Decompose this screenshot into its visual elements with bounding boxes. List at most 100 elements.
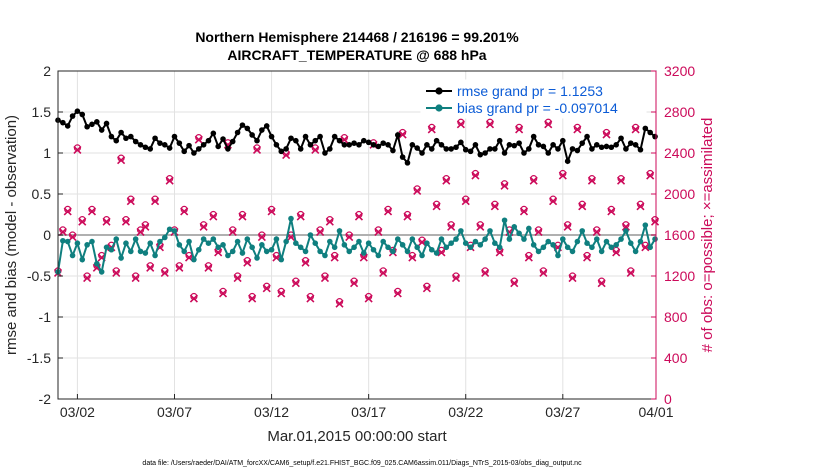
series-point-rmse: [346, 142, 353, 148]
series-point-bias: [482, 236, 488, 242]
y-tick-label-left: 0.5: [32, 186, 52, 202]
legend-marker-bias: [435, 104, 443, 112]
series-point-rmse: [118, 129, 124, 136]
obs-assimilated-marker: [447, 222, 456, 231]
obs-assimilated-marker: [563, 222, 572, 231]
series-point-rmse: [128, 133, 134, 140]
series-point-bias: [579, 228, 586, 234]
series-point-bias: [360, 250, 367, 256]
obs-assimilated-marker: [587, 176, 596, 185]
y-axis-label-left: rmse and bias (model - observation): [3, 115, 20, 355]
series-point-rmse: [98, 127, 105, 133]
obs-assimilated-marker: [257, 232, 266, 242]
obs-assimilated-marker: [63, 207, 72, 216]
x-axis-label: Mar.01,2015 00:00:00 start: [267, 428, 447, 445]
series-point-rmse: [229, 138, 236, 145]
series-point-rmse: [103, 120, 110, 127]
series-point-bias: [608, 244, 615, 251]
series-point-rmse: [618, 135, 624, 142]
series-point-bias: [132, 236, 139, 242]
obs-assimilated-marker: [485, 120, 495, 129]
chart-title-line2: AIRCRAFT_TEMPERATURE @ 688 hPa: [227, 47, 486, 63]
series-point-rmse: [273, 142, 280, 148]
series-point-rmse: [161, 142, 168, 148]
x-tick-label: 03/27: [545, 404, 580, 420]
obs-assimilated-marker: [393, 289, 402, 298]
series-point-rmse: [482, 150, 488, 156]
series-point-rmse: [351, 140, 357, 146]
obs-assimilated-marker: [58, 227, 67, 236]
series-point-bias: [647, 244, 653, 251]
y-tick-label-left: -2: [39, 391, 52, 407]
series-point-bias: [511, 224, 518, 230]
series-point-rmse: [288, 135, 294, 142]
obs-assimilated-marker: [650, 217, 660, 226]
series-point-bias: [263, 248, 270, 255]
obs-assimilated-marker: [510, 279, 519, 288]
series-point-rmse: [414, 145, 420, 151]
series-point-rmse: [205, 137, 212, 144]
obs-assimilated-marker: [320, 273, 330, 283]
series-point-bias: [458, 228, 464, 234]
series-point-bias: [307, 232, 314, 238]
series-point-bias: [341, 242, 348, 248]
series-point-rmse: [200, 142, 207, 148]
series-point-rmse: [331, 133, 338, 140]
series-point-rmse: [540, 143, 547, 150]
obs-assimilated-marker: [597, 279, 606, 288]
series-point-bias: [492, 240, 498, 246]
series-point-rmse: [496, 137, 503, 144]
obs-assimilated-marker: [189, 294, 198, 303]
series-point-bias: [380, 238, 387, 245]
series-point-bias: [526, 225, 532, 232]
series-point-bias: [128, 248, 134, 255]
series-point-bias: [220, 242, 226, 248]
series-point-rmse: [550, 142, 556, 148]
series-point-bias: [462, 240, 469, 246]
series-point-bias: [467, 244, 474, 251]
y-tick-label-right: 3200: [664, 63, 695, 79]
obs-assimilated-marker: [515, 125, 524, 134]
legend-label-rmse: rmse grand pr = 1.1253: [457, 83, 603, 99]
series-point-bias: [540, 244, 547, 251]
obs-assimilated-marker: [636, 202, 645, 211]
series-point-bias: [191, 256, 197, 263]
series-point-rmse: [424, 142, 430, 148]
obs-assimilated-marker: [534, 227, 543, 236]
series-point-rmse: [608, 144, 615, 151]
series-point-rmse: [297, 146, 304, 152]
series-point-bias: [569, 248, 576, 255]
series-point-rmse: [137, 142, 144, 148]
series-point-bias: [365, 240, 372, 246]
y-axis-label-right: # of obs: o=possible; ×=assimilated: [699, 118, 716, 353]
series-point-bias: [506, 236, 513, 242]
obs-assimilated-marker: [568, 273, 577, 283]
series-point-bias: [64, 238, 71, 245]
obs-assimilated-marker: [398, 130, 407, 139]
series-point-rmse: [327, 146, 333, 152]
obs-assimilated-marker: [408, 253, 417, 262]
series-point-bias: [283, 238, 289, 245]
legend-marker-rmse: [435, 87, 443, 95]
series-point-rmse: [307, 142, 314, 148]
x-tick-label: 03/02: [60, 404, 95, 420]
series-point-rmse: [574, 147, 581, 154]
series-point-rmse: [453, 144, 459, 151]
series-point-rmse: [336, 137, 343, 144]
series-point-rmse: [433, 137, 440, 144]
obs-assimilated-marker: [383, 207, 393, 216]
series-point-rmse: [526, 146, 532, 152]
obs-assimilated-marker: [621, 222, 630, 231]
series-point-bias: [370, 246, 377, 253]
y-tick-label-right: 2000: [664, 186, 695, 202]
obs-assimilated-marker: [175, 263, 184, 272]
y-tick-label-right: 1600: [664, 227, 695, 243]
obs-assimilated-marker: [78, 217, 87, 226]
series-point-bias: [297, 244, 304, 251]
axis-ticks: 03/02 03/07 03/12 03/17 03/22 03/27 04/01 -2 -1.…: [27, 63, 695, 420]
series-point-bias: [555, 252, 561, 259]
series-point-bias: [453, 236, 459, 242]
series-point-rmse: [448, 146, 454, 152]
legend: rmse grand pr = 1.1253 bias grand pr = -…: [420, 79, 647, 119]
x-tick-label: 04/01: [638, 404, 673, 420]
